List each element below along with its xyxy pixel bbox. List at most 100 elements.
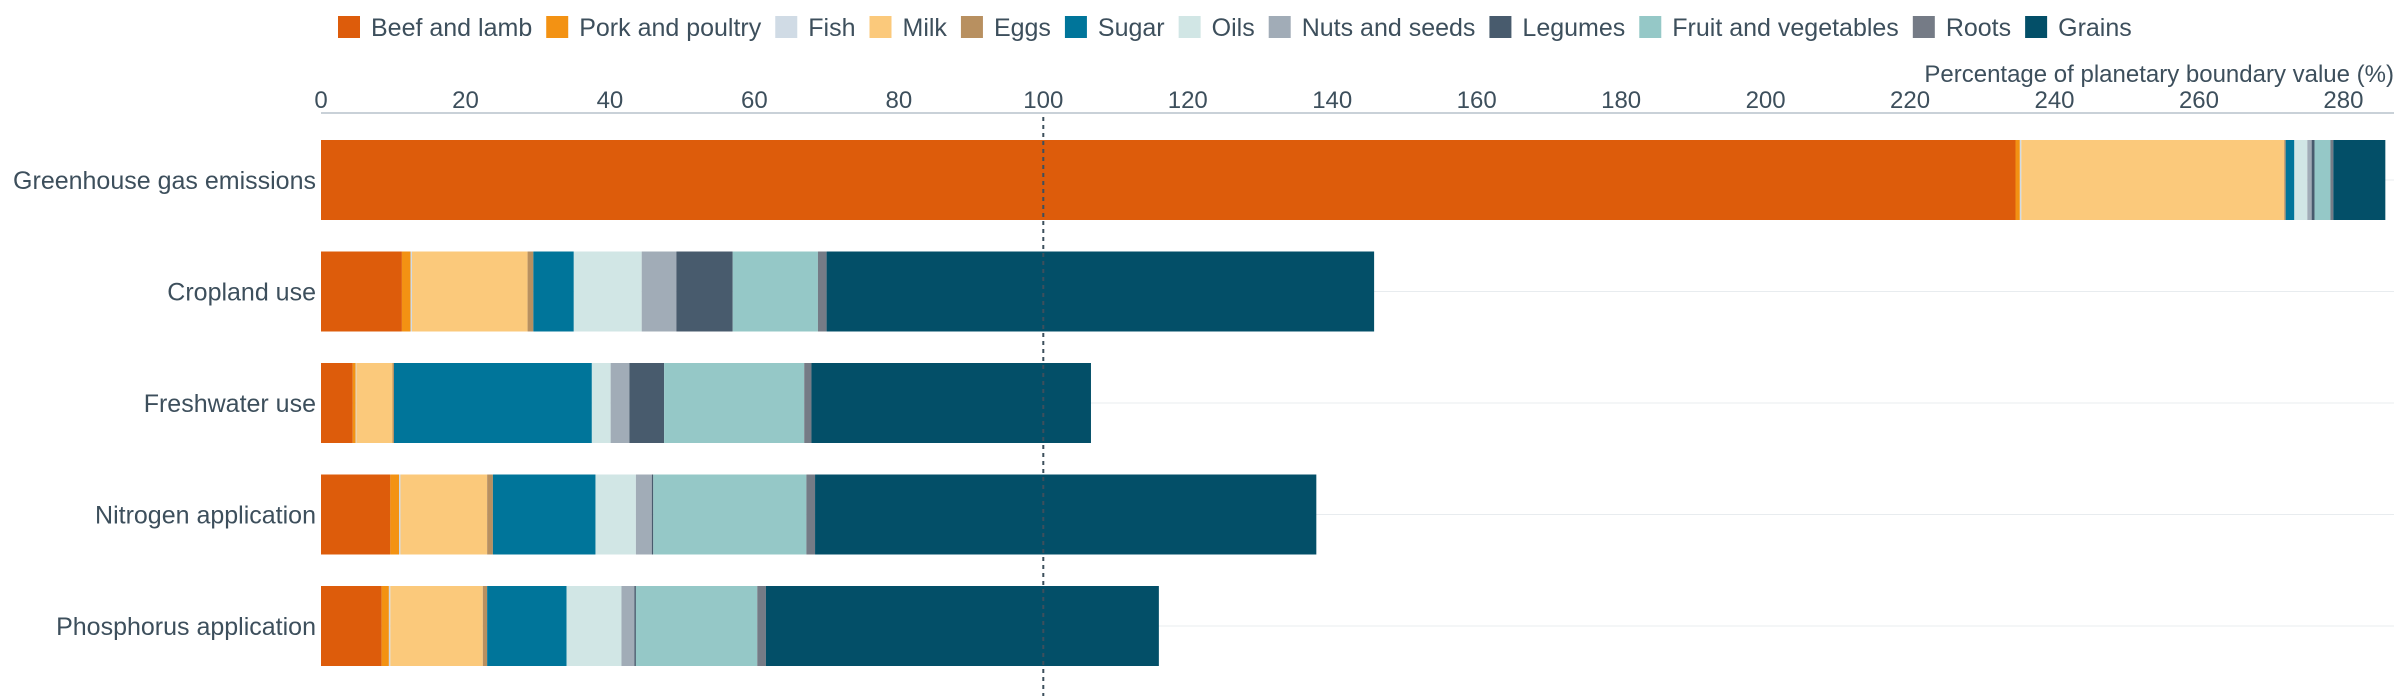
x-tick-label: 200 <box>1746 87 1786 114</box>
category-label-cropland-use: Cropland use <box>167 279 316 307</box>
chart-legend: Beef and lamb Pork and poultry Fish Milk Egg… <box>338 14 2132 42</box>
bar-segment-eggs <box>392 363 394 443</box>
bar-stack-nitrogen-application <box>321 474 1317 555</box>
category-label-freshwater-use: Freshwater use <box>144 390 316 418</box>
bar-stack-greenhouse-gas-emissions <box>321 140 2386 220</box>
bar-segment-fish <box>2019 140 2022 220</box>
bar-segment-grains <box>765 586 1159 666</box>
bar-segment-sugar <box>533 251 574 332</box>
legend-swatch-beef-and-lamb <box>338 16 360 38</box>
legend-swatch-sugar <box>1064 16 1087 38</box>
legend-label-legumes: Legumes <box>1522 14 1625 42</box>
bar-segment-legumes <box>634 586 636 666</box>
bar-stack-cropland-use <box>321 251 1375 332</box>
x-axis: 0 20 40 60 80 100 120 140 160 180 200 220 240 260 280 … <box>314 61 2394 114</box>
bar-segment-grains <box>826 251 1375 332</box>
bar-stack-phosphorus-application <box>321 586 1159 666</box>
bar-segment-pork-and-poultry <box>401 251 411 332</box>
x-tick-label: 160 <box>1457 87 1497 114</box>
bar-segment-legumes <box>2311 140 2315 220</box>
bar-segment-nuts-and-seeds <box>621 586 635 666</box>
legend-label-fruit-and-vegetables: Fruit and vegetables <box>1672 14 1899 42</box>
x-axis-title: Percentage of planetary boundary value (… <box>1924 61 2394 88</box>
legend-swatch-milk <box>869 16 892 38</box>
bar-segment-pork-and-poultry <box>2015 140 2020 220</box>
bar-segment-oils <box>573 251 642 332</box>
bar-segment-eggs <box>527 251 534 332</box>
legend-swatch-oils <box>1178 16 1201 38</box>
x-tick-label: 220 <box>1890 87 1930 114</box>
legend-swatch-pork-and-poultry <box>546 16 569 38</box>
legend-swatch-fish <box>775 16 798 38</box>
x-tick-label: 140 <box>1312 87 1352 114</box>
x-tick-label: 180 <box>1601 87 1641 114</box>
bar-segment-milk <box>400 474 488 555</box>
bar-segment-sugar <box>2285 140 2295 220</box>
bar-segment-oils <box>595 474 636 555</box>
bar-segment-roots <box>2330 140 2334 220</box>
bar-segment-fish <box>355 363 357 443</box>
x-tick-labels: 0 20 40 60 80 100 120 140 160 180 200 220 240 260 280 <box>314 87 2363 114</box>
bar-stack-freshwater-use <box>321 363 1091 443</box>
legend-label-milk: Milk <box>903 14 948 42</box>
legend-label-fish: Fish <box>808 14 855 42</box>
bar-segment-milk <box>356 363 393 443</box>
legend-label-pork-and-poultry: Pork and poultry <box>579 14 762 42</box>
bar-segment-nuts-and-seeds <box>610 363 630 443</box>
x-tick-label: 260 <box>2179 87 2219 114</box>
bar-segment-grains <box>811 363 1091 443</box>
legend-label-sugar: Sugar <box>1098 14 1165 42</box>
bar-stacks <box>321 140 2386 666</box>
bar-segment-milk <box>390 586 483 666</box>
legend-swatch-legumes <box>1489 16 1512 38</box>
category-labels: Greenhouse gas emissions Cropland use Fres… <box>13 167 316 641</box>
bar-segment-sugar <box>487 586 567 666</box>
legend-label-eggs: Eggs <box>994 14 1051 42</box>
bar-segment-sugar <box>492 474 596 555</box>
bar-segment-roots <box>804 363 812 443</box>
x-tick-label: 20 <box>452 87 479 114</box>
category-label-nitrogen-application: Nitrogen application <box>95 502 316 530</box>
bar-segment-milk <box>412 251 528 332</box>
bar-segment-eggs <box>487 474 493 555</box>
legend-label-beef-and-lamb: Beef and lamb <box>371 14 532 42</box>
bar-segment-legumes <box>629 363 665 443</box>
bar-segment-pork-and-poultry <box>352 363 356 443</box>
bar-segment-fruit-and-vegetables <box>732 251 818 332</box>
bar-segment-fruit-and-vegetables <box>664 363 805 443</box>
legend-label-grains: Grains <box>2058 14 2132 42</box>
bar-segment-eggs <box>482 586 488 666</box>
bar-segment-sugar <box>393 363 592 443</box>
bar-segment-legumes <box>676 251 733 332</box>
bar-segment-fruit-and-vegetables <box>653 474 807 555</box>
bar-segment-fish <box>388 586 391 666</box>
bar-segment-nuts-and-seeds <box>2307 140 2312 220</box>
bar-segment-beef-and-lamb <box>321 586 382 666</box>
bar-segment-beef-and-lamb <box>321 363 353 443</box>
legend-label-oils: Oils <box>1212 14 1255 42</box>
bar-segment-legumes <box>651 474 654 555</box>
category-label-phosphorus-application: Phosphorus application <box>56 613 316 641</box>
bar-segment-nuts-and-seeds <box>635 474 652 555</box>
bar-segment-beef-and-lamb <box>321 140 2016 220</box>
bar-segment-roots <box>806 474 816 555</box>
x-tick-label: 100 <box>1023 87 1063 114</box>
x-tick-label: 280 <box>2323 87 2363 114</box>
bar-segment-grains <box>815 474 1317 555</box>
x-tick-label: 80 <box>885 87 912 114</box>
bar-segment-fish <box>399 474 401 555</box>
bar-segment-oils <box>2294 140 2308 220</box>
bar-segment-fish <box>410 251 413 332</box>
x-tick-label: 0 <box>314 87 327 114</box>
x-tick-label: 60 <box>741 87 768 114</box>
x-tick-label: 40 <box>597 87 624 114</box>
x-tick-label: 240 <box>2034 87 2074 114</box>
bar-segment-milk <box>2021 140 2285 220</box>
legend-swatch-fruit-and-vegetables <box>1639 16 1662 38</box>
legend-swatch-eggs <box>960 16 983 38</box>
legend-label-roots: Roots <box>1946 14 2011 42</box>
bar-segment-oils <box>591 363 611 443</box>
bar-segment-beef-and-lamb <box>321 251 402 332</box>
legend-label-nuts-and-seeds: Nuts and seeds <box>1302 14 1476 42</box>
